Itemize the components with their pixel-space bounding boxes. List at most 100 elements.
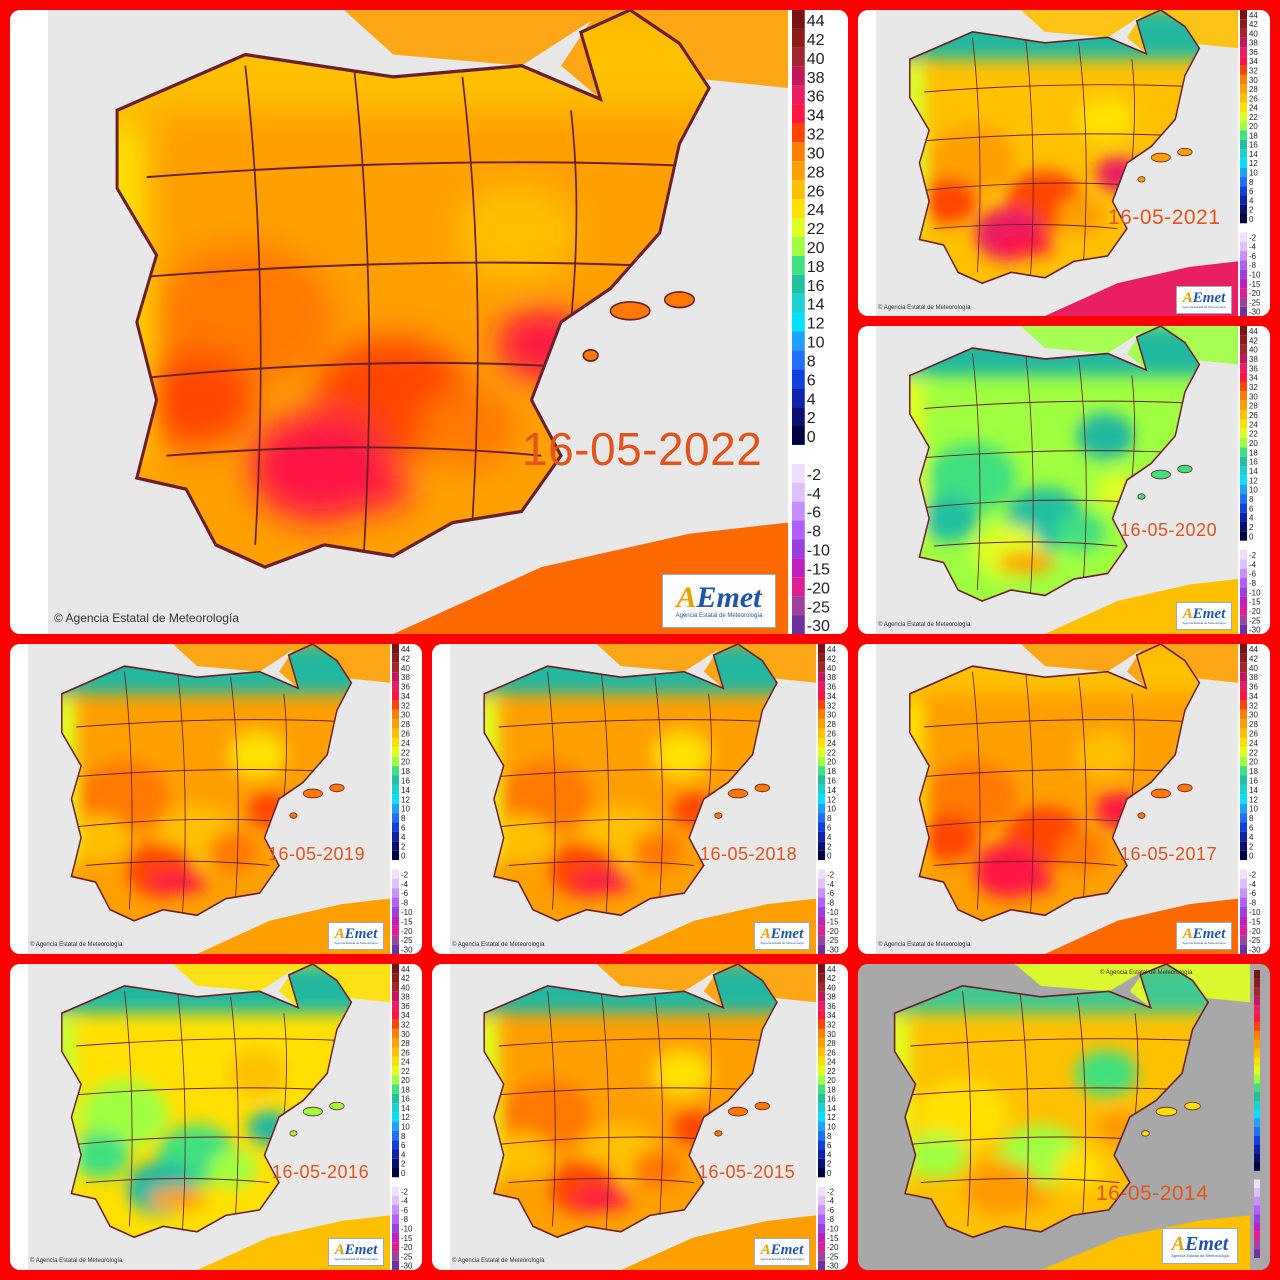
map-date: 16-05-2014 bbox=[1096, 1182, 1209, 1205]
legend-tick: 22 bbox=[827, 1067, 836, 1076]
legend-tick: 30 bbox=[1249, 76, 1258, 85]
legend-tick: -8 bbox=[401, 899, 409, 908]
legend-tick: -20 bbox=[401, 927, 413, 936]
map-graphic bbox=[893, 964, 1250, 1270]
legend-tick: 20 bbox=[807, 239, 825, 257]
legend-tick: 42 bbox=[807, 31, 825, 49]
legend-tick: 34 bbox=[1249, 374, 1258, 383]
legend-swatch bbox=[792, 331, 805, 351]
legend-swatch bbox=[792, 236, 805, 256]
legend-tick: 4 bbox=[807, 390, 816, 408]
legend-tick: 2 bbox=[1249, 523, 1253, 532]
legend-swatch bbox=[1240, 681, 1248, 691]
legend-swatch bbox=[818, 1214, 826, 1224]
legend-tick: 26 bbox=[827, 730, 836, 739]
legend-tick: 34 bbox=[1249, 692, 1258, 701]
legend-swatch bbox=[792, 558, 805, 578]
legend-tick: 8 bbox=[401, 1132, 406, 1141]
legend-swatch bbox=[1240, 288, 1248, 298]
legend-tick: 10 bbox=[827, 805, 836, 814]
map-graphic bbox=[909, 644, 1238, 954]
legend-swatch bbox=[1240, 888, 1248, 898]
credit-label: © Agencia Estatal de Meteorología bbox=[30, 942, 123, 948]
legend-swatch bbox=[1240, 503, 1248, 513]
legend-tick: 36 bbox=[827, 683, 836, 692]
legend-tick: 10 bbox=[401, 1123, 410, 1132]
legend-tick: 28 bbox=[1249, 402, 1258, 411]
balearic-island bbox=[714, 1130, 723, 1137]
legend-tick: 6 bbox=[1249, 187, 1254, 196]
legend-swatch bbox=[392, 672, 400, 682]
legend-swatch bbox=[792, 142, 805, 162]
legend-swatch bbox=[1240, 522, 1248, 532]
balearic-island bbox=[1177, 783, 1193, 793]
map-date: 16-05-2018 bbox=[700, 844, 798, 864]
balearic-island bbox=[289, 1130, 298, 1137]
legend-tick: 22 bbox=[1249, 113, 1258, 122]
legend-swatch bbox=[392, 644, 400, 654]
legend-tick: 36 bbox=[807, 88, 825, 106]
legend-tick: 6 bbox=[401, 1141, 406, 1150]
legend-swatch bbox=[792, 501, 805, 521]
legend-swatch bbox=[1240, 84, 1248, 94]
legend-tick: -30 bbox=[807, 617, 830, 634]
legend-tick: 26 bbox=[827, 1048, 836, 1057]
legend-tick: -10 bbox=[401, 1225, 413, 1234]
legend-swatch bbox=[1240, 475, 1248, 485]
legend-swatch bbox=[392, 1112, 400, 1122]
legend-tick: -25 bbox=[1249, 616, 1261, 625]
legend-swatch bbox=[1240, 700, 1248, 710]
legend-swatch bbox=[1254, 1039, 1260, 1049]
legend-swatch bbox=[1240, 568, 1248, 578]
map-date: 16-05-2017 bbox=[1120, 844, 1218, 864]
legend-swatch bbox=[1240, 803, 1248, 814]
legend-swatch bbox=[392, 1001, 400, 1011]
legend-tick: 8 bbox=[827, 814, 832, 823]
legend-tick: 44 bbox=[1249, 11, 1258, 20]
map-graphic bbox=[61, 644, 390, 954]
legend-tick: 20 bbox=[401, 1076, 410, 1085]
legend-tick: 0 bbox=[401, 852, 406, 861]
legend-tick: 24 bbox=[827, 1058, 836, 1067]
legend-swatch bbox=[1240, 419, 1248, 429]
legend-swatch bbox=[818, 1149, 826, 1159]
legend-swatch bbox=[392, 794, 400, 804]
legend-tick: 0 bbox=[401, 1169, 406, 1178]
legend-tick: 2 bbox=[401, 842, 406, 851]
legend-swatch bbox=[818, 662, 826, 673]
legend-tick: 14 bbox=[827, 1104, 836, 1113]
legend-scale: 4442403836343230282624222018161412108642… bbox=[1240, 326, 1261, 634]
legend-swatch bbox=[818, 897, 826, 908]
legend-tick: 4 bbox=[401, 833, 406, 842]
legend-swatch bbox=[1240, 363, 1248, 373]
legend-swatch bbox=[1254, 970, 1260, 979]
legend-swatch bbox=[818, 831, 826, 842]
legend-swatch bbox=[818, 964, 826, 974]
map-panel-2016: 44 42 40 38 36 34 32 30 28 26 24 22 20 18 16 14 12 10 8 6 4 2… bbox=[10, 964, 422, 1270]
legend-swatch bbox=[818, 850, 826, 861]
legend-swatch bbox=[1240, 297, 1248, 307]
legend-swatch bbox=[818, 747, 826, 757]
legend-swatch bbox=[818, 1168, 826, 1178]
legend-swatch bbox=[1240, 606, 1248, 616]
legend-swatch bbox=[392, 1028, 400, 1039]
legend-tick: 42 bbox=[1249, 654, 1258, 663]
legend-tick: 28 bbox=[401, 1039, 410, 1048]
legend-swatch bbox=[792, 123, 805, 143]
legend-swatch bbox=[818, 1251, 826, 1261]
legend-swatch bbox=[818, 653, 826, 663]
legend-swatch bbox=[392, 878, 400, 889]
legend-swatch bbox=[818, 1242, 826, 1252]
legend-swatch bbox=[818, 888, 826, 898]
legend-swatch bbox=[1240, 719, 1248, 729]
balearic-island bbox=[582, 349, 599, 362]
legend-swatch bbox=[1240, 907, 1248, 917]
legend-swatch bbox=[1254, 1118, 1260, 1128]
legend-swatch bbox=[818, 907, 826, 917]
legend-swatch bbox=[1254, 1144, 1260, 1154]
legend-tick: 36 bbox=[401, 683, 410, 692]
legend-tick: -20 bbox=[1249, 607, 1261, 616]
legend-tick: 44 bbox=[827, 965, 836, 974]
legend-tick: 24 bbox=[827, 739, 836, 748]
temperature-legend: 44 42 40 38 36 34 32 30 28 26 24 22 20 18 16 14 12 10 8 6 4 2… bbox=[790, 10, 848, 634]
